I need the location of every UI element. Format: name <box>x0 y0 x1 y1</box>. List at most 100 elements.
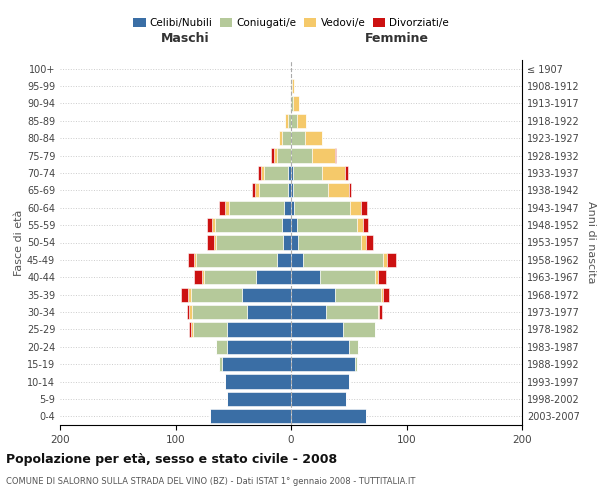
Bar <box>191 288 242 302</box>
Bar <box>295 200 350 215</box>
Bar <box>247 305 291 319</box>
Bar <box>215 218 282 232</box>
Bar <box>282 131 291 146</box>
Bar <box>225 374 291 388</box>
Bar <box>291 288 335 302</box>
Bar <box>357 218 362 232</box>
Bar <box>291 322 343 336</box>
Bar <box>345 166 347 180</box>
Bar <box>377 305 379 319</box>
Bar <box>290 96 291 110</box>
Bar <box>320 270 376 284</box>
Bar <box>383 253 387 267</box>
Bar <box>212 218 215 232</box>
Legend: Celibi/Nubili, Coniugati/e, Vedovi/e, Divorziati/e: Celibi/Nubili, Coniugati/e, Vedovi/e, Di… <box>129 14 453 32</box>
Bar <box>227 340 291 354</box>
Bar <box>291 148 312 162</box>
Bar <box>283 236 291 250</box>
Bar <box>349 183 351 198</box>
Bar <box>255 183 259 198</box>
Bar <box>361 200 367 215</box>
Bar <box>194 253 196 267</box>
Bar <box>194 270 202 284</box>
Bar <box>291 392 346 406</box>
Bar <box>216 340 227 354</box>
Bar <box>220 357 222 372</box>
Bar <box>287 183 291 198</box>
Bar <box>271 148 274 162</box>
Bar <box>261 166 265 180</box>
Bar <box>220 200 225 215</box>
Bar <box>291 409 366 424</box>
Text: Femmine: Femmine <box>365 32 429 46</box>
Text: COMUNE DI SALORNO SULLA STRADA DEL VINO (BZ) - Dati ISTAT 1° gennaio 2008 - TUTT: COMUNE DI SALORNO SULLA STRADA DEL VINO … <box>6 478 415 486</box>
Bar <box>361 236 366 250</box>
Bar <box>277 253 291 267</box>
Bar <box>335 148 336 162</box>
Bar <box>196 253 277 267</box>
Bar <box>302 253 383 267</box>
Bar <box>256 270 291 284</box>
Bar <box>282 218 291 232</box>
Text: Popolazione per età, sesso e stato civile - 2008: Popolazione per età, sesso e stato civil… <box>6 452 337 466</box>
Bar <box>287 114 291 128</box>
Bar <box>277 148 291 162</box>
Bar <box>293 96 299 110</box>
Bar <box>291 236 298 250</box>
Bar <box>216 236 283 250</box>
Bar <box>383 288 389 302</box>
Bar <box>210 409 291 424</box>
Bar <box>284 200 291 215</box>
Bar <box>376 270 377 284</box>
Bar <box>190 305 191 319</box>
Text: Maschi: Maschi <box>160 32 209 46</box>
Bar <box>291 96 293 110</box>
Bar <box>191 305 247 319</box>
Bar <box>355 357 357 372</box>
Bar <box>377 270 386 284</box>
Bar <box>242 288 291 302</box>
Bar <box>343 322 376 336</box>
Bar <box>381 288 383 302</box>
Bar <box>285 114 287 128</box>
Bar <box>265 166 287 180</box>
Bar <box>291 183 293 198</box>
Bar <box>293 183 328 198</box>
Bar <box>362 218 368 232</box>
Bar <box>193 322 227 336</box>
Bar <box>229 200 284 215</box>
Bar <box>305 131 322 146</box>
Bar <box>206 218 212 232</box>
Bar <box>291 200 295 215</box>
Bar <box>292 79 295 93</box>
Bar <box>190 322 191 336</box>
Bar <box>312 148 335 162</box>
Bar <box>291 305 326 319</box>
Bar <box>280 131 282 146</box>
Bar <box>287 166 291 180</box>
Bar <box>206 236 214 250</box>
Bar <box>187 305 190 319</box>
Bar <box>227 322 291 336</box>
Bar <box>227 392 291 406</box>
Bar <box>297 218 357 232</box>
Bar <box>252 183 255 198</box>
Bar <box>188 253 194 267</box>
Bar <box>291 166 293 180</box>
Y-axis label: Anni di nascita: Anni di nascita <box>586 201 596 284</box>
Bar <box>188 288 191 302</box>
Bar <box>291 114 297 128</box>
Bar <box>291 357 355 372</box>
Bar <box>366 236 373 250</box>
Bar <box>298 236 361 250</box>
Bar <box>259 183 287 198</box>
Bar <box>222 357 291 372</box>
Y-axis label: Fasce di età: Fasce di età <box>14 210 24 276</box>
Bar <box>326 305 377 319</box>
Bar <box>291 218 297 232</box>
Bar <box>291 270 320 284</box>
Bar <box>202 270 205 284</box>
Bar <box>291 374 349 388</box>
Bar <box>214 236 216 250</box>
Bar <box>205 270 256 284</box>
